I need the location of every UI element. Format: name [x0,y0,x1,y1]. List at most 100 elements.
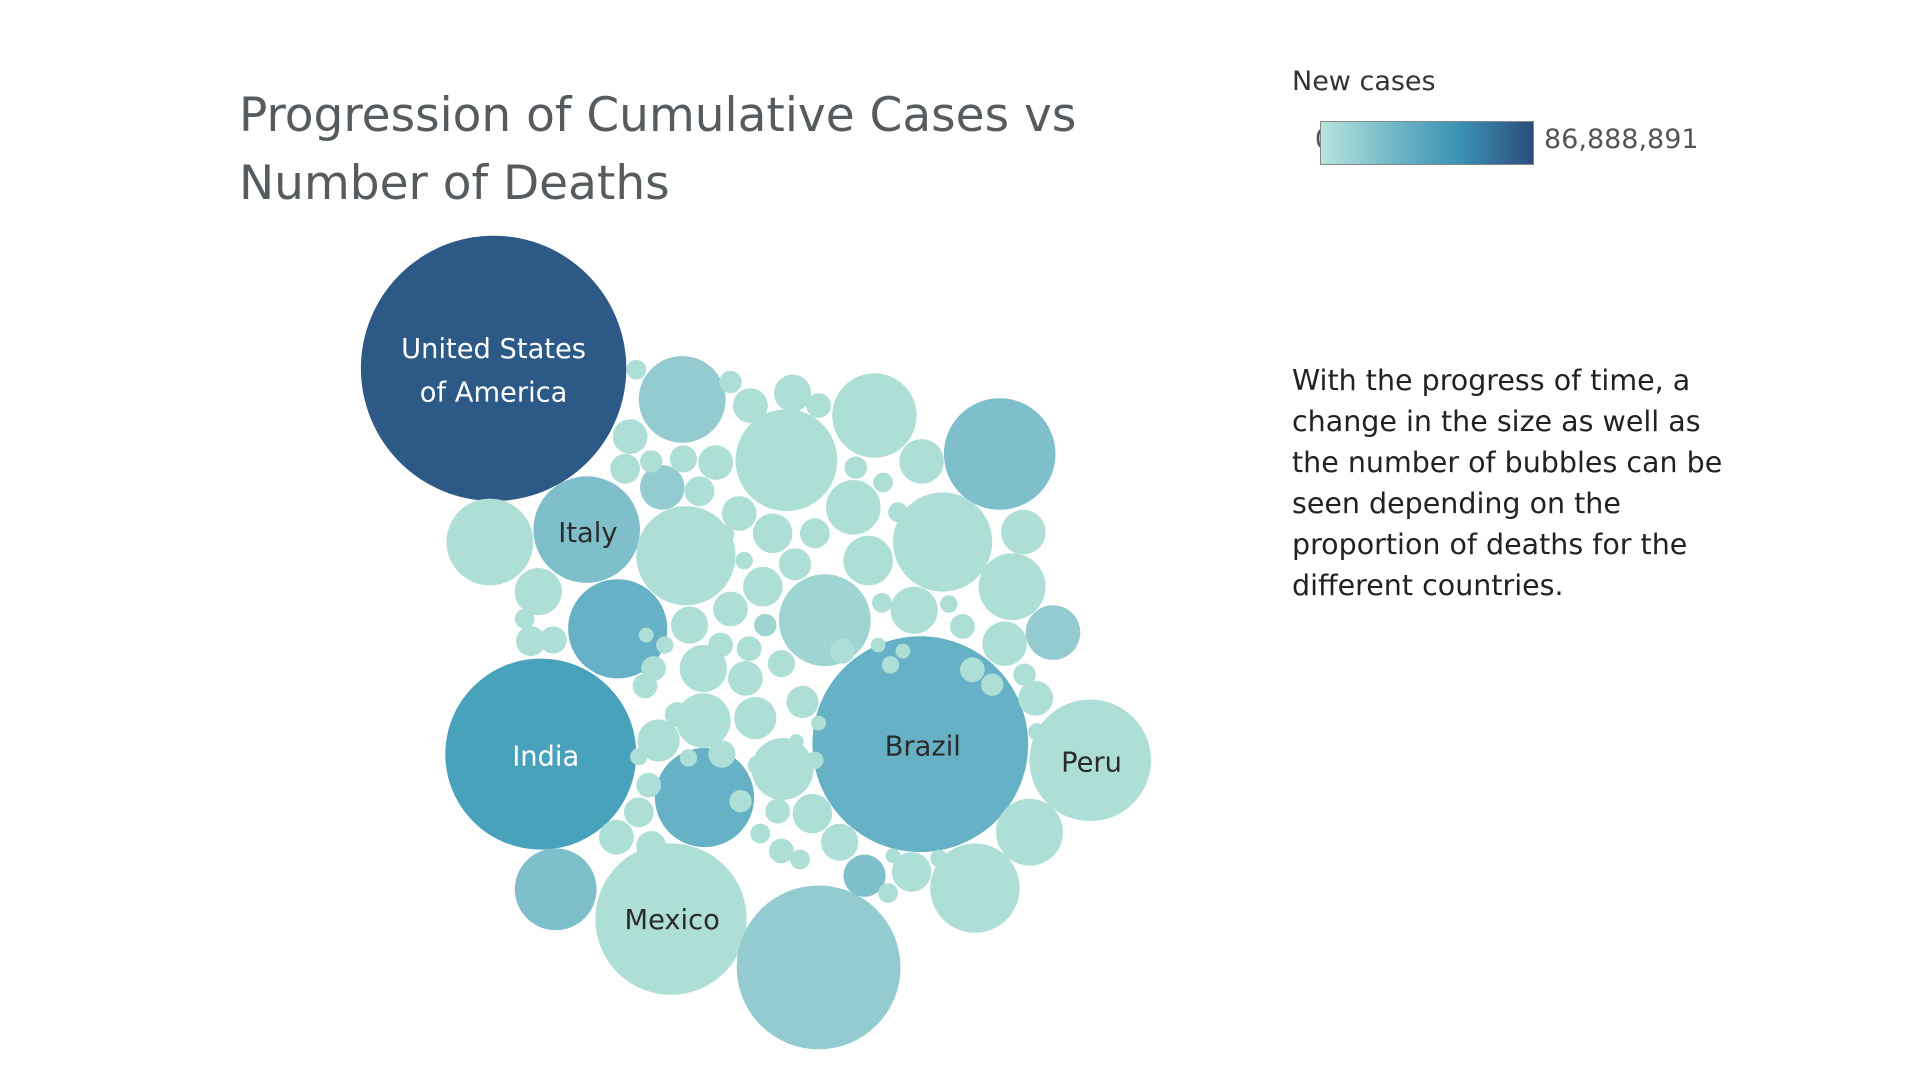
bubble-mark[interactable] [630,747,648,766]
bubble-mark[interactable] [713,591,748,627]
bubble-mark[interactable] [733,388,768,423]
bubble-mark[interactable] [885,848,901,864]
bubble-mark[interactable] [637,719,680,762]
bubble-mark[interactable] [654,747,755,848]
bubble-mark[interactable] [950,614,975,639]
bubble-mark[interactable] [514,848,597,931]
bubble-mark[interactable] [806,751,824,769]
bubble-mark[interactable] [800,518,830,549]
bubble-mark[interactable] [873,472,893,493]
bubble-mark[interactable] [445,658,637,850]
bubble-mark[interactable] [786,685,819,719]
bubble-mark[interactable] [826,480,881,535]
bubble-mark[interactable] [832,373,917,458]
bubble-mark[interactable] [1013,663,1036,686]
bubble-mark[interactable] [729,790,752,813]
bubble-mark[interactable] [940,595,958,613]
bubble-mark[interactable] [669,445,698,473]
bubble-mark[interactable] [872,592,892,613]
bubble-mark[interactable] [829,638,855,664]
bubble-mark[interactable] [636,506,736,606]
bubble-mark[interactable] [930,849,948,867]
bubble-mark[interactable] [736,885,901,1050]
bubble-mark[interactable] [1029,699,1151,822]
bubble-mark[interactable] [664,702,690,727]
bubble-mark[interactable] [769,838,794,864]
bubble-mark[interactable] [1018,680,1054,716]
bubble-mark[interactable] [640,450,663,473]
bubble-mark[interactable] [656,636,674,654]
bubble-mark[interactable] [788,734,804,750]
bubble-mark[interactable] [693,511,711,529]
bubble-mark[interactable] [568,579,668,679]
bubble-mark[interactable] [636,831,667,861]
bubble-mark[interactable] [599,819,634,855]
bubble-mark[interactable] [811,715,826,731]
bubble-mark[interactable] [626,359,647,380]
bubble-mark[interactable] [890,586,938,634]
bubble-mark[interactable] [638,356,726,443]
bubble-mark[interactable] [743,566,783,607]
bubble-mark[interactable] [735,409,838,512]
bubble-mark[interactable] [792,793,833,834]
bubble-mark[interactable] [812,636,1029,853]
bubble-mark[interactable] [679,749,698,767]
bubble-mark[interactable] [676,693,731,748]
bubble-mark[interactable] [514,609,535,629]
bubble-mark[interactable] [751,738,814,800]
bubble-mark[interactable] [1028,723,1046,741]
bubble-mark[interactable] [671,606,709,644]
bubble-mark[interactable] [1001,509,1046,555]
bubble-mark[interactable] [981,673,1004,696]
bubble-mark[interactable] [708,632,733,658]
bubble-mark[interactable] [843,535,893,586]
bubble-mark[interactable] [708,740,736,768]
bubble-mark[interactable] [930,843,1020,933]
bubble-mark[interactable] [698,445,734,480]
bubble-mark[interactable] [360,235,627,502]
bubble-mark[interactable] [891,852,932,892]
bubble-mark[interactable] [765,798,791,824]
bubble-mark[interactable] [754,613,777,637]
bubble-mark[interactable] [870,637,886,653]
bubble-mark[interactable] [612,419,648,454]
bubble-mark[interactable] [516,626,546,657]
bubble-mark[interactable] [721,496,757,531]
bubble-mark[interactable] [752,513,793,554]
bubble-mark[interactable] [893,492,993,592]
bubble-mark[interactable] [750,823,771,844]
bubble-mark[interactable] [982,621,1027,666]
bubble-mark[interactable] [632,673,658,699]
bubble-mark[interactable] [679,644,727,693]
bubble-mark[interactable] [747,755,768,776]
bubble-mark[interactable] [774,374,812,412]
bubble-mark[interactable] [623,797,654,828]
bubble-mark[interactable] [806,393,831,418]
bubble-mark[interactable] [446,498,534,586]
bubble-mark[interactable] [640,465,685,510]
bubble-mark[interactable] [844,456,867,479]
bubble-mark[interactable] [736,636,762,662]
bubble-mark[interactable] [881,656,900,674]
bubble-mark[interactable] [734,697,777,740]
bubble-mark[interactable] [878,883,898,903]
bubble-mark[interactable] [533,476,640,583]
bubble-mark[interactable] [960,657,985,683]
bubble-mark[interactable] [728,661,763,696]
bubble-mark[interactable] [595,843,747,995]
bubble-mark[interactable] [899,439,944,484]
bubble-mark[interactable] [778,574,871,667]
bubble-mark[interactable] [996,798,1063,866]
bubble-mark[interactable] [843,854,886,897]
bubble-mark[interactable] [790,849,810,870]
bubble-mark[interactable] [719,370,742,394]
bubble-mark[interactable] [943,398,1056,510]
bubble-mark[interactable] [978,553,1046,621]
bubble-mark[interactable] [1025,605,1081,660]
bubble-mark[interactable] [610,453,640,484]
bubble-mark[interactable] [767,650,796,678]
bubble-mark[interactable] [638,627,654,643]
bubble-mark[interactable] [735,551,753,570]
bubble-mark[interactable] [684,476,715,507]
bubble-mark[interactable] [514,568,562,616]
